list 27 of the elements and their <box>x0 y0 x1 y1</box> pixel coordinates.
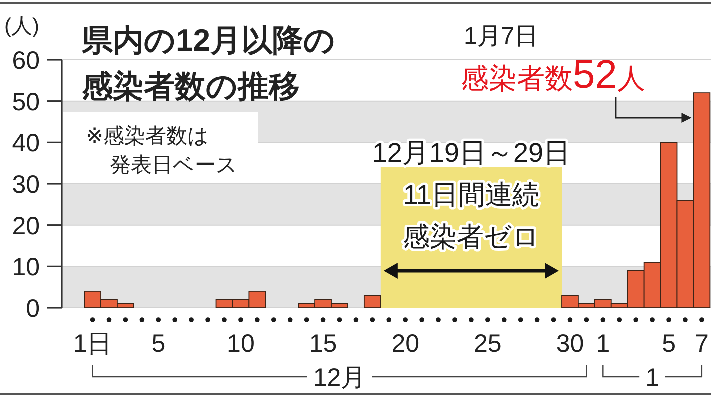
annotation: 11日間連続感染者ゼロ <box>402 180 540 252</box>
x-tick-label: 5 <box>662 330 676 358</box>
y-axis-title: (人) <box>4 15 40 38</box>
x-tick-label: 10 <box>227 330 255 358</box>
y-tick-label: 60 <box>12 47 40 75</box>
x-tick-label: 25 <box>474 330 502 358</box>
month-bracket: 12月 <box>92 364 588 392</box>
annotation: 12月19日～29日 <box>372 138 571 168</box>
month-bracket: 1 <box>602 364 703 392</box>
bar <box>364 295 382 308</box>
annotation: 感染者数52人 <box>460 53 646 97</box>
text: 1月7日 <box>464 23 539 50</box>
x-tick-label: 1 <box>596 330 610 358</box>
y-tick-label: 40 <box>12 130 40 158</box>
chart-title: 県内の12月以降の感染者数の推移 <box>81 23 336 104</box>
x-tick-label: 5 <box>152 330 166 358</box>
y-tick-label: 0 <box>26 295 40 323</box>
y-tick-label: 50 <box>12 88 40 116</box>
y-tick-label: 10 <box>12 254 40 282</box>
x-tick-label: 1日 <box>73 330 112 358</box>
x-tick-label: 20 <box>392 330 420 358</box>
y-tick-label: 30 <box>12 171 40 199</box>
x-tick-label: 15 <box>309 330 338 358</box>
annotation: ※感染者数は発表日ベース <box>86 125 238 177</box>
x-tick-label: 30 <box>556 330 584 358</box>
y-tick-label: 20 <box>12 212 40 240</box>
x-tick-label: 7 <box>694 330 709 358</box>
